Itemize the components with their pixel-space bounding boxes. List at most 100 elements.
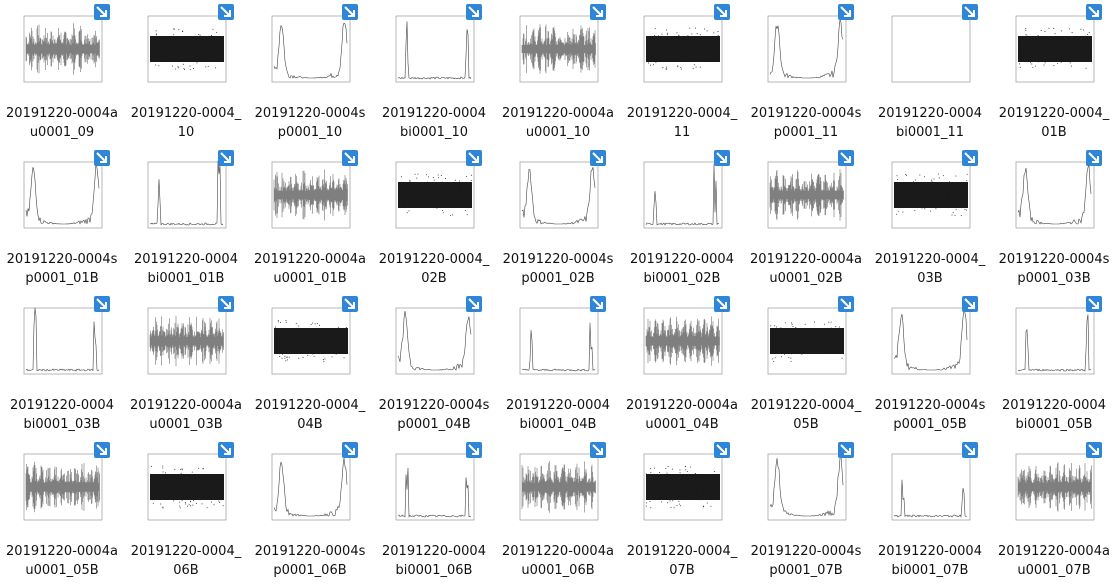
shortcut-icon	[838, 4, 854, 20]
file-item[interactable]: 20191220-0004bi0001_05B	[992, 292, 1116, 438]
shortcut-icon	[590, 296, 606, 312]
thumbnail-image	[758, 442, 854, 538]
file-item[interactable]: 20191220-0004au0001_09	[0, 0, 124, 146]
thumbnail-image	[891, 4, 978, 83]
thumbnail-image	[386, 442, 482, 538]
thumbnail-image	[1006, 296, 1102, 392]
thumbnail	[758, 296, 854, 392]
shortcut-icon	[466, 150, 482, 166]
file-item[interactable]: 20191220-0004sp0001_01B	[0, 146, 124, 292]
file-item[interactable]: 20191220-0004_05B	[744, 292, 868, 438]
file-item[interactable]: 20191220-0004sp0001_10	[248, 0, 372, 146]
thumbnail-image	[138, 442, 234, 538]
thumbnail-image	[262, 296, 358, 392]
thumbnail	[138, 442, 234, 538]
file-name: 20191220-0004au0001_02B	[750, 252, 862, 286]
file-name: 20191220-0004sp0001_05B	[874, 398, 986, 432]
file-item[interactable]: 20191220-0004sp0001_04B	[372, 292, 496, 438]
file-item[interactable]: 20191220-0004bi0001_07B	[868, 438, 992, 584]
file-item[interactable]: 20191220-0004bi0001_04B	[496, 292, 620, 438]
thumbnail-image	[1006, 4, 1102, 100]
file-item[interactable]: 20191220-0004au0001_03B	[124, 292, 248, 438]
thumbnail-image	[386, 4, 482, 100]
file-name: 20191220-0004sp0001_11	[750, 106, 862, 140]
file-name: 20191220-0004sp0001_04B	[378, 398, 490, 432]
shortcut-icon	[1086, 296, 1102, 312]
thumbnail-image	[262, 442, 358, 538]
file-item[interactable]: 20191220-0004bi0001_10	[372, 0, 496, 146]
file-name: 20191220-0004bi0001_11	[878, 106, 982, 140]
file-item[interactable]: 20191220-0004au0001_05B	[0, 438, 124, 584]
shortcut-icon	[590, 150, 606, 166]
file-name: 20191220-0004bi0001_04B	[506, 398, 610, 432]
thumbnail	[386, 150, 482, 246]
thumbnail-image	[14, 4, 110, 100]
file-name: 20191220-0004_04B	[254, 398, 366, 432]
file-name: 20191220-0004au0001_01B	[254, 252, 366, 286]
file-name: 20191220-0004sp0001_06B	[254, 544, 366, 578]
file-item[interactable]: 20191220-0004au0001_10	[496, 0, 620, 146]
file-item[interactable]: 20191220-0004au0001_07B	[992, 438, 1116, 584]
thumbnail-image	[510, 296, 606, 392]
thumbnail-image	[138, 150, 234, 246]
thumbnail	[510, 442, 606, 538]
thumbnail	[882, 4, 978, 100]
file-item[interactable]: 20191220-0004sp0001_02B	[496, 146, 620, 292]
shortcut-icon	[714, 4, 730, 20]
shortcut-icon	[1086, 150, 1102, 166]
thumbnail	[1006, 150, 1102, 246]
file-name: 20191220-0004au0001_05B	[6, 544, 118, 578]
shortcut-icon	[342, 4, 358, 20]
file-item[interactable]: 20191220-0004_11	[620, 0, 744, 146]
file-item[interactable]: 20191220-0004sp0001_05B	[868, 292, 992, 438]
thumbnail-image	[634, 296, 730, 392]
thumbnail	[510, 150, 606, 246]
file-item[interactable]: 20191220-0004bi0001_06B	[372, 438, 496, 584]
thumbnail-image	[386, 150, 482, 246]
file-item[interactable]: 20191220-0004_03B	[868, 146, 992, 292]
file-item[interactable]: 20191220-0004bi0001_03B	[0, 292, 124, 438]
shortcut-icon	[94, 4, 110, 20]
file-item[interactable]: 20191220-0004bi0001_02B	[620, 146, 744, 292]
thumbnail	[758, 150, 854, 246]
shortcut-icon	[342, 150, 358, 166]
file-name: 20191220-0004_03B	[874, 252, 986, 286]
file-item[interactable]: 20191220-0004_02B	[372, 146, 496, 292]
file-item[interactable]: 20191220-0004au0001_01B	[248, 146, 372, 292]
thumbnail-image	[882, 442, 978, 538]
file-item[interactable]: 20191220-0004sp0001_06B	[248, 438, 372, 584]
shortcut-icon	[466, 442, 482, 458]
file-name: 20191220-0004bi0001_10	[382, 106, 486, 140]
file-name: 20191220-0004au0001_09	[6, 106, 118, 140]
file-name: 20191220-0004_06B	[130, 544, 242, 578]
shortcut-icon	[218, 150, 234, 166]
file-name: 20191220-0004_07B	[626, 544, 738, 578]
thumbnail-image	[882, 150, 978, 246]
shortcut-icon	[466, 4, 482, 20]
file-item[interactable]: 20191220-0004_06B	[124, 438, 248, 584]
file-item[interactable]: 20191220-0004sp0001_03B	[992, 146, 1116, 292]
file-name: 20191220-0004bi0001_02B	[630, 252, 734, 286]
shortcut-icon	[590, 442, 606, 458]
shortcut-icon	[218, 296, 234, 312]
file-name: 20191220-0004bi0001_05B	[1002, 398, 1106, 432]
file-item[interactable]: 20191220-0004bi0001_01B	[124, 146, 248, 292]
file-item[interactable]: 20191220-0004au0001_06B	[496, 438, 620, 584]
file-item[interactable]: 20191220-0004_10	[124, 0, 248, 146]
file-item[interactable]: 20191220-0004sp0001_07B	[744, 438, 868, 584]
file-item[interactable]: 20191220-0004_01B	[992, 0, 1116, 146]
file-item[interactable]: 20191220-0004_07B	[620, 438, 744, 584]
file-item[interactable]: 20191220-0004au0001_04B	[620, 292, 744, 438]
file-item[interactable]: 20191220-0004_04B	[248, 292, 372, 438]
file-item[interactable]: 20191220-0004bi0001_11	[868, 0, 992, 146]
thumbnail-image	[758, 296, 854, 392]
file-item[interactable]: 20191220-0004sp0001_11	[744, 0, 868, 146]
thumbnail-image	[262, 4, 358, 100]
thumbnail	[138, 296, 234, 392]
file-item[interactable]: 20191220-0004au0001_02B	[744, 146, 868, 292]
thumbnail-image	[882, 296, 978, 392]
thumbnail	[1006, 296, 1102, 392]
thumbnail-image	[138, 296, 234, 392]
thumbnail-image	[634, 442, 730, 538]
thumbnail-image	[758, 4, 854, 100]
